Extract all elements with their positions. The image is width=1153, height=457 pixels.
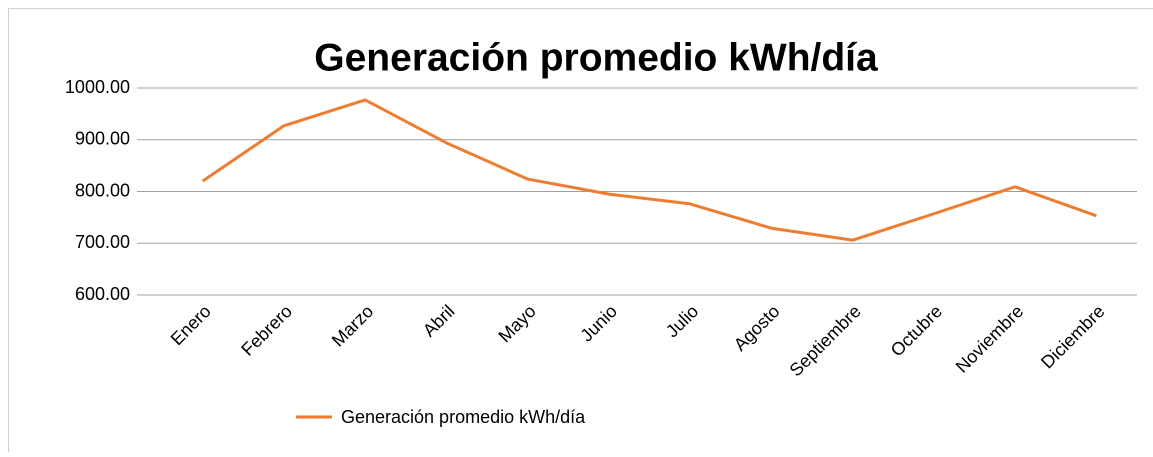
y-tick-label: 600.00 (75, 284, 130, 304)
legend-label: Generación promedio kWh/día (341, 407, 586, 427)
chart-title: Generación promedio kWh/día (314, 36, 878, 79)
y-tick-label: 900.00 (75, 129, 130, 149)
y-tick-label: 700.00 (75, 232, 130, 252)
y-tick-label: 800.00 (75, 180, 130, 200)
y-tick-label: 1000.00 (65, 77, 130, 97)
